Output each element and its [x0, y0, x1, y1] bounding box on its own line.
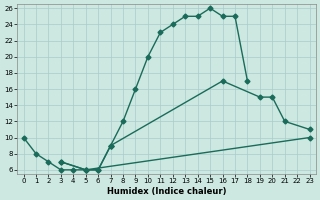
X-axis label: Humidex (Indice chaleur): Humidex (Indice chaleur) [107, 187, 226, 196]
